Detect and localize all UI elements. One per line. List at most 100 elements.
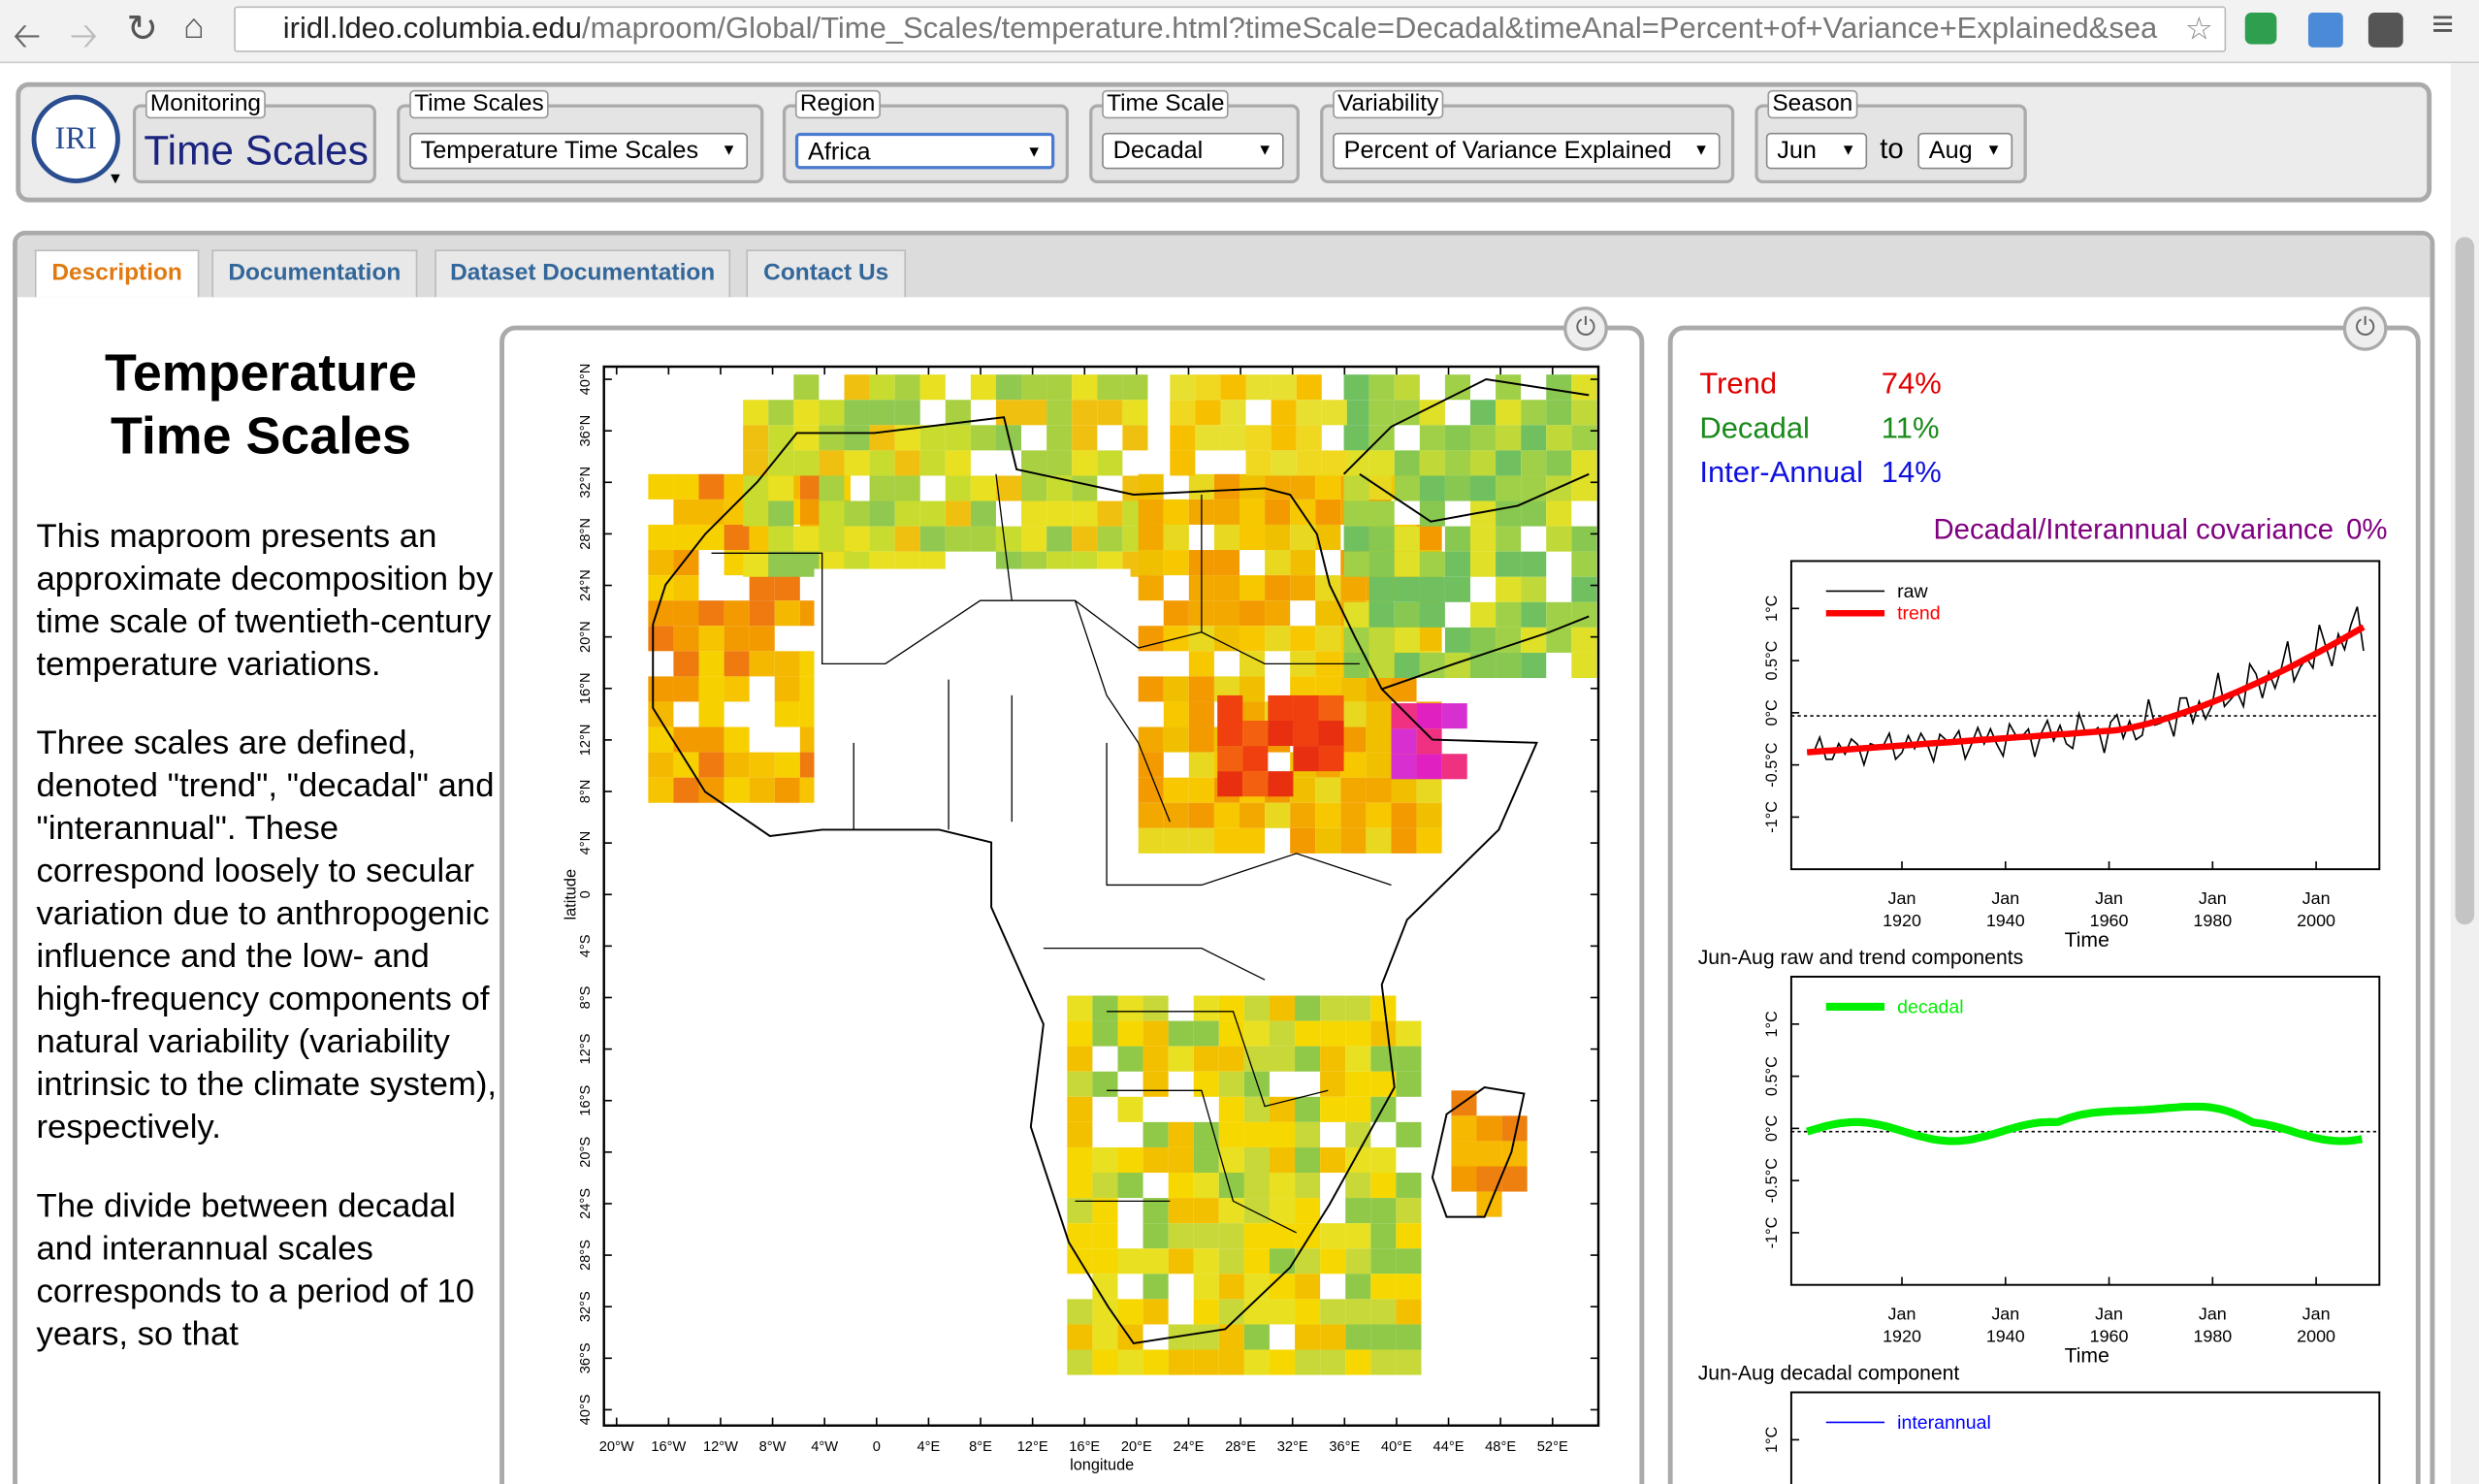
map-cell <box>1476 1141 1502 1167</box>
map-cell <box>1366 701 1392 727</box>
map-cell <box>1396 1121 1422 1147</box>
map-cell <box>1441 754 1467 780</box>
map-cell <box>1218 1071 1244 1097</box>
url-bar[interactable]: iridl.ldeo.columbia.edu/maproom/Global/T… <box>234 6 2227 52</box>
map-cell <box>724 524 750 551</box>
map-cell <box>1416 777 1442 803</box>
tab[interactable]: Description <box>34 249 200 298</box>
map-cell <box>743 400 769 426</box>
map-cell <box>1168 1248 1194 1274</box>
map-cell <box>1265 575 1291 601</box>
map-cell <box>1368 450 1395 476</box>
map-cell <box>1193 1146 1219 1174</box>
map-cell <box>1138 499 1164 525</box>
dropdown[interactable]: Jun <box>1765 132 1868 170</box>
map-cell <box>1243 1198 1270 1224</box>
monitoring-group[interactable]: Monitoring Time Scales <box>132 89 376 184</box>
dropdown[interactable]: Temperature Time Scales <box>409 132 749 170</box>
map-cell <box>793 400 820 426</box>
dropdown[interactable]: Africa <box>794 132 1055 171</box>
map-cell <box>774 752 800 778</box>
map-cell <box>1366 726 1392 753</box>
control-group: Time Scales Temperature Time Scales <box>397 89 764 184</box>
map-cell <box>1340 676 1367 702</box>
map-cell <box>1117 1096 1143 1122</box>
map-cell <box>1496 425 1522 451</box>
tab[interactable]: Contact Us <box>746 249 907 298</box>
scrollbar-thumb[interactable] <box>2455 237 2475 925</box>
logo[interactable]: IRI <box>31 94 120 184</box>
monitoring-value[interactable]: Time Scales <box>144 126 369 175</box>
map-cell <box>1218 1046 1244 1072</box>
map-cell <box>1245 450 1272 476</box>
map-cell <box>1496 475 1522 501</box>
map-cell <box>1295 1020 1321 1047</box>
map-cell <box>1444 627 1470 653</box>
map-cell <box>995 475 1022 501</box>
map-cell <box>819 425 845 451</box>
translate-icon[interactable] <box>2307 13 2343 48</box>
map-cell <box>1046 425 1073 451</box>
map-cell <box>1193 1121 1219 1147</box>
map-cell <box>1340 575 1367 601</box>
map-cell <box>919 374 946 401</box>
x-tick-year: 1940 <box>1986 1326 2025 1345</box>
map-cell <box>648 524 674 551</box>
map-cell <box>844 450 870 476</box>
lon-tick-label: 48°E <box>1485 1439 1516 1455</box>
lon-tick-label: 8°E <box>969 1439 992 1455</box>
map-cell <box>1143 1121 1169 1147</box>
map-cell <box>1092 1223 1118 1249</box>
logo-menu-arrow[interactable]: ▼ <box>107 170 123 188</box>
map-cell <box>1138 524 1164 551</box>
map-cell <box>1195 400 1221 426</box>
dropdown[interactable]: Percent of Variance Explained <box>1333 132 1721 170</box>
map-cell <box>1469 450 1497 476</box>
forward-button[interactable]: 🡢 <box>69 16 98 56</box>
map-cell <box>1521 576 1547 602</box>
home-button[interactable]: ⌂ <box>183 6 205 47</box>
map-cell <box>698 600 724 627</box>
power-button[interactable]: ⏻ <box>2342 306 2388 351</box>
map-cell <box>1220 425 1246 451</box>
lat-tick-label: 8°S <box>578 985 594 1009</box>
tab[interactable]: Dataset Documentation <box>435 249 731 298</box>
x-tick-year: 1960 <box>2090 1326 2129 1345</box>
bookmark-star[interactable]: ☆ <box>2184 13 2214 48</box>
legend-label: interannual <box>1897 1412 1991 1434</box>
map-cell <box>1239 626 1266 652</box>
power-button[interactable]: ⏻ <box>1563 306 1608 351</box>
map-cell <box>1163 550 1189 576</box>
map-cell <box>1218 1349 1244 1375</box>
map-cell <box>1391 728 1417 755</box>
map-cell <box>1345 1248 1371 1274</box>
map-cell <box>648 726 674 753</box>
reload-button[interactable]: ↻ <box>126 8 159 51</box>
map-cell <box>1218 1198 1244 1224</box>
evernote-icon[interactable] <box>2367 13 2403 48</box>
map-cell <box>1546 374 1572 401</box>
map-cell <box>1469 627 1497 653</box>
map-cell <box>1444 551 1470 577</box>
map-cell <box>1394 526 1420 552</box>
menu-button[interactable]: ≡ <box>2431 3 2454 47</box>
map-cell <box>698 473 724 500</box>
back-button[interactable]: 🡠 <box>13 16 42 56</box>
extension-icon[interactable] <box>2244 13 2277 45</box>
map-cell <box>1366 752 1392 778</box>
map-cell <box>1444 425 1470 451</box>
dropdown[interactable]: Decadal <box>1102 132 1284 170</box>
x-tick-month: Jan <box>1888 1305 1916 1324</box>
map-cell <box>1217 771 1243 797</box>
lat-tick-label: 32°S <box>578 1291 594 1322</box>
map-cell <box>1340 752 1367 778</box>
map-cell <box>1315 473 1341 500</box>
dropdown[interactable]: Aug <box>1917 132 2013 170</box>
tab[interactable]: Documentation <box>211 249 418 298</box>
x-axis-label: Time <box>2065 1345 2109 1368</box>
lon-tick-label: 32°E <box>1277 1439 1308 1455</box>
map-cell <box>1315 626 1341 652</box>
map-cell <box>1067 1020 1093 1047</box>
map-cell <box>1345 1071 1371 1097</box>
